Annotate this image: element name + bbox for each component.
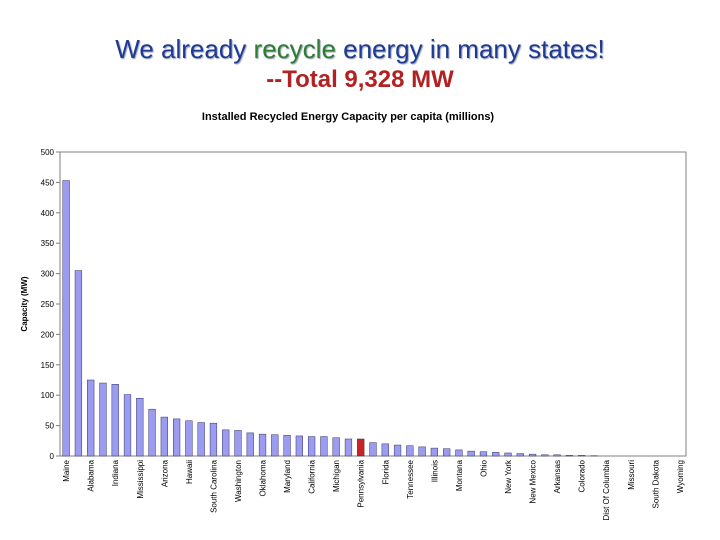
slide-title-suffix: energy in many states!	[335, 34, 605, 64]
y-tick-label: 200	[41, 330, 55, 339]
bar-chart: Installed Recycled Energy Capacity per c…	[20, 111, 687, 520]
slide-subtitle: --Total 9,328 MW	[266, 66, 454, 93]
x-tick-label: Oklahoma	[259, 459, 268, 496]
bar	[209, 422, 218, 457]
x-tick-label: Maine	[62, 459, 71, 481]
x-tick-label: Colorado	[578, 459, 587, 492]
y-tick-label: 0	[50, 452, 55, 461]
bar	[443, 448, 451, 457]
y-tick-label: 500	[41, 148, 55, 157]
y-axis-label: Capacity (MW)	[20, 276, 29, 331]
bar	[369, 442, 377, 457]
bar	[74, 270, 83, 457]
bar	[148, 408, 156, 457]
bar	[185, 420, 193, 457]
x-tick-label: Montana	[455, 459, 464, 491]
bar	[467, 450, 475, 457]
x-tick-label: Arkansas	[553, 460, 562, 493]
x-tick-label: Ohio	[479, 459, 488, 476]
x-tick-label: New Mexico	[529, 459, 538, 503]
bar	[516, 453, 524, 457]
bar	[344, 438, 353, 457]
x-tick-label: California	[308, 459, 317, 493]
bar	[406, 445, 414, 457]
bar	[62, 180, 70, 457]
y-tick-label: 350	[41, 239, 55, 248]
bar	[578, 455, 586, 457]
bar	[258, 433, 267, 457]
bar	[222, 429, 230, 457]
x-tick-label: Michigan	[332, 460, 341, 492]
slide-title-highlight: recycle	[253, 34, 336, 64]
x-tick-label: Missouri	[627, 460, 636, 490]
bar	[479, 451, 488, 457]
plot-area	[59, 151, 687, 457]
x-tick-label: Illinois	[430, 460, 439, 482]
bar	[87, 379, 95, 457]
x-tick-label: Mississippi	[136, 460, 145, 499]
y-tick-label: 100	[41, 391, 55, 400]
x-tick-label: Tennessee	[406, 459, 415, 498]
x-axis-labels: Maine Alabama Indiana Mississippi Arizona Haw…	[62, 459, 685, 520]
bar	[332, 437, 340, 457]
bars	[62, 180, 598, 457]
bar	[430, 447, 438, 457]
chart-title: Installed Recycled Energy Capacity per c…	[202, 111, 495, 123]
x-tick-label: Alabama	[87, 459, 96, 491]
slide-title: We already recycle energy in many states…	[0, 34, 720, 64]
x-tick-label: South Dakota	[651, 459, 660, 508]
slide-title-prefix: We already	[115, 34, 254, 64]
bar	[320, 436, 328, 457]
bar	[541, 454, 549, 457]
x-tick-label: Dist Of Columbia	[602, 459, 611, 520]
bar	[99, 382, 107, 457]
x-tick-label: Washington	[234, 460, 243, 502]
bar	[283, 435, 291, 457]
x-tick-label: Pennsylvania	[357, 459, 366, 507]
bar	[271, 434, 279, 457]
bar	[234, 430, 242, 457]
y-tick-label: 50	[45, 422, 54, 431]
bar	[160, 416, 168, 457]
x-tick-label: Florida	[381, 459, 390, 484]
bar	[123, 394, 132, 457]
bar	[455, 449, 463, 457]
x-tick-label: Arizona	[160, 459, 169, 487]
x-tick-label: Wyoming	[676, 460, 685, 493]
bar	[111, 384, 119, 457]
bar	[528, 453, 537, 457]
bar	[197, 422, 205, 457]
x-tick-label: Indiana	[111, 459, 120, 486]
y-axis: 0 50 100 150 200 250 300 350 400 450 500	[41, 148, 60, 461]
x-tick-label: Hawaii	[185, 460, 194, 484]
bar	[504, 452, 512, 457]
bar	[565, 455, 574, 457]
y-tick-label: 450	[41, 178, 55, 187]
bar	[172, 418, 181, 457]
bar	[492, 452, 500, 457]
y-tick-label: 400	[41, 209, 55, 218]
y-tick-label: 300	[41, 270, 55, 279]
bar	[357, 438, 365, 457]
bar	[418, 446, 426, 457]
x-tick-label: South Carolina	[209, 459, 218, 512]
bar	[308, 436, 316, 457]
x-tick-label: New York	[504, 459, 513, 494]
bar	[393, 444, 402, 457]
bar	[381, 443, 389, 457]
x-tick-label: Maryland	[283, 460, 292, 493]
bar	[246, 432, 254, 457]
y-tick-label: 150	[41, 361, 55, 370]
bar	[553, 454, 561, 457]
bar	[136, 397, 144, 457]
y-tick-label: 250	[41, 300, 55, 309]
bar	[295, 435, 303, 457]
